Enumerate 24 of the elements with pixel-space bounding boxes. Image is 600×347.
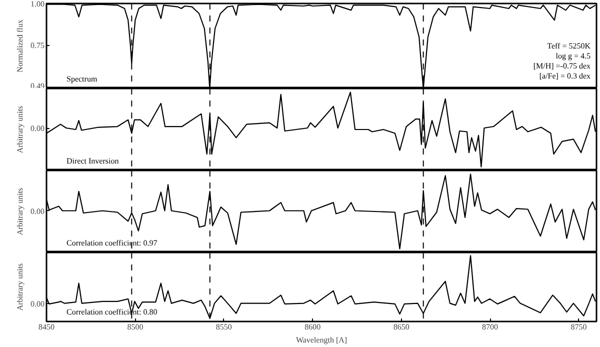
x-tick-label: 8450 <box>38 322 54 332</box>
y-axis-title: Arbitrary units <box>16 263 24 311</box>
text: Correlation coefficient: 0.97 <box>66 238 158 248</box>
y-axis-title: Arbitrary units <box>16 106 24 154</box>
text: 0.00 <box>30 124 44 134</box>
y-tick-label: 1.00 <box>30 0 44 8</box>
x-tick-label: 8700 <box>482 322 498 332</box>
text: Spectrum <box>66 74 98 84</box>
x-tick-label: 8750 <box>570 322 587 332</box>
y-axis-title: Arbitrary units <box>16 188 24 236</box>
x-tick-label: 8500 <box>127 322 144 332</box>
annotation: Teff = 5250K <box>547 42 591 50</box>
text: 0.00 <box>30 206 44 216</box>
annotation: [M/H] =-0.75 dex <box>533 62 591 70</box>
x-axis-title: Wavelength [A] <box>296 336 348 344</box>
text: Direct Inversion <box>66 156 119 166</box>
x-tick-label: 8650 <box>393 322 410 332</box>
annotation: [a/Fe] = 0.3 dex <box>539 72 591 80</box>
x-tick-label: 8600 <box>304 322 321 332</box>
text: 0.00 <box>30 299 44 308</box>
y-axis-title: Normalized flux <box>16 20 24 72</box>
x-tick-label: 8550 <box>216 322 232 332</box>
y-tick-label: 0.75 <box>30 41 44 50</box>
annotation: log g = 4.5 <box>556 52 590 60</box>
